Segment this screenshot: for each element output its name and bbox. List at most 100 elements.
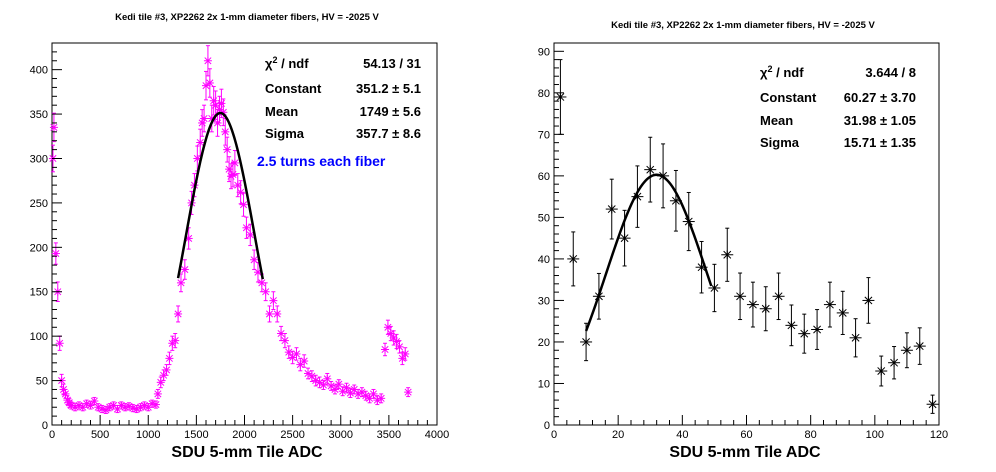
left-mean-value: 1749 ± 5.6: [360, 104, 421, 119]
left-y-tick-label: 250: [30, 198, 48, 210]
left-x-tick-label: 3000: [329, 429, 353, 441]
right-chart-title: Kedi tile #3, XP2262 2x 1-mm diameter fi…: [611, 20, 875, 31]
data-point: [401, 347, 410, 361]
left-y-tick-label: 350: [30, 109, 48, 121]
data-point: [554, 59, 567, 135]
gaussian-fit-curve: [584, 173, 713, 332]
data-point: [174, 305, 183, 323]
data-point: [203, 45, 212, 77]
data-point: [273, 305, 282, 323]
right-y-tick-label: 30: [538, 295, 550, 307]
data-point: [265, 305, 274, 323]
data-point: [746, 281, 759, 328]
data-point: [605, 178, 618, 240]
data-point: [708, 263, 721, 313]
data-point: [219, 98, 228, 127]
left-y-tick-label: 100: [30, 331, 48, 343]
data-point: [261, 282, 270, 302]
left-x-axis-label: SDU 5-mm Tile ADC: [171, 444, 323, 461]
data-point: [230, 149, 239, 176]
data-point: [644, 136, 657, 203]
right-chi2-label: χ2 / ndf: [760, 64, 804, 80]
left-constant-label: Constant: [265, 81, 322, 96]
data-point: [823, 281, 836, 328]
right-chi2-value: 3.644 / 8: [865, 65, 916, 80]
data-point: [811, 309, 824, 350]
right-data-marks: [554, 59, 939, 414]
data-point: [381, 342, 390, 357]
data-point: [849, 318, 862, 358]
right-sigma-label: Sigma: [760, 135, 800, 150]
data-point: [165, 351, 174, 366]
left-y-tick-label: 150: [30, 287, 48, 299]
right-y-tick-label: 60: [538, 171, 550, 183]
left-constant-value: 351.2 ± 5.1: [356, 81, 421, 96]
left-y-tick-label: 50: [36, 376, 48, 388]
left-y-tick-label: 400: [30, 65, 48, 77]
right-x-axis-label: SDU 5-mm Tile ADC: [669, 444, 821, 461]
data-point: [862, 277, 875, 324]
right-constant-value: 60.27 ± 3.70: [844, 90, 916, 105]
gaussian-fit-curve: [176, 111, 265, 280]
data-point: [292, 347, 301, 361]
data-point: [369, 388, 378, 399]
left-chi2-value: 54.13 / 31: [363, 56, 421, 71]
data-point: [631, 165, 644, 228]
data-point: [377, 393, 386, 404]
data-point: [61, 388, 70, 399]
left-y-tick-label: 300: [30, 153, 48, 165]
data-point: [926, 394, 939, 414]
left-chart-title: Kedi tile #3, XP2262 2x 1-mm diameter fi…: [115, 12, 379, 23]
right-y-tick-label: 90: [538, 46, 550, 58]
data-point: [900, 332, 913, 369]
data-point: [798, 313, 811, 354]
data-point: [300, 354, 309, 368]
left-x-tick-label: 2500: [280, 429, 304, 441]
data-point: [734, 272, 747, 321]
left-sigma-value: 357.7 ± 8.6: [356, 126, 421, 141]
data-point: [156, 376, 165, 389]
left-y-tick-label: 0: [42, 420, 48, 432]
right-y-tick-label: 40: [538, 254, 550, 266]
right-y-tick-label: 0: [544, 420, 550, 432]
data-point: [90, 396, 99, 406]
right-fit-stats-box: χ2 / ndf 3.644 / 8 Constant 60.27 ± 3.70…: [760, 64, 916, 150]
data-point: [913, 327, 926, 365]
data-point: [323, 372, 332, 385]
data-point: [51, 242, 60, 265]
right-x-tick-label: 40: [676, 429, 688, 441]
data-point: [284, 345, 293, 359]
data-point: [354, 388, 363, 399]
left-x-tick-label: 4000: [425, 429, 449, 441]
left-x-tick-label: 3500: [377, 429, 401, 441]
right-axis-ticks: 0 20 40 60 80 100 120 0 10 20 30 40 50 60 70 80 90: [538, 42, 948, 441]
right-x-tick-label: 100: [866, 429, 884, 441]
data-point: [49, 112, 58, 143]
right-histogram-panel: Kedi tile #3, XP2262 2x 1-mm diameter fi…: [538, 20, 948, 461]
left-x-tick-label: 1500: [184, 429, 208, 441]
data-point: [221, 118, 230, 146]
left-y-tick-label: 200: [30, 242, 48, 254]
right-y-tick-label: 10: [538, 378, 550, 390]
data-point: [180, 259, 189, 280]
data-point: [875, 355, 888, 387]
right-x-tick-label: 120: [930, 429, 948, 441]
left-fit-stats-box: χ2 / ndf 54.13 / 31 Constant 351.2 ± 5.1…: [265, 55, 421, 141]
right-sigma-value: 15.71 ± 1.35: [844, 135, 916, 150]
right-x-tick-label: 60: [740, 429, 752, 441]
data-point: [785, 304, 798, 347]
right-x-tick-label: 20: [612, 429, 624, 441]
data-point: [342, 382, 351, 393]
data-point: [151, 400, 160, 409]
left-sigma-label: Sigma: [265, 126, 305, 141]
data-point: [330, 384, 339, 395]
data-point: [888, 346, 901, 380]
left-plot-frame: [51, 42, 438, 426]
left-x-tick-label: 500: [91, 429, 109, 441]
data-point: [205, 68, 214, 98]
data-point: [319, 380, 328, 390]
right-constant-label: Constant: [760, 90, 817, 105]
data-point: [280, 332, 289, 349]
